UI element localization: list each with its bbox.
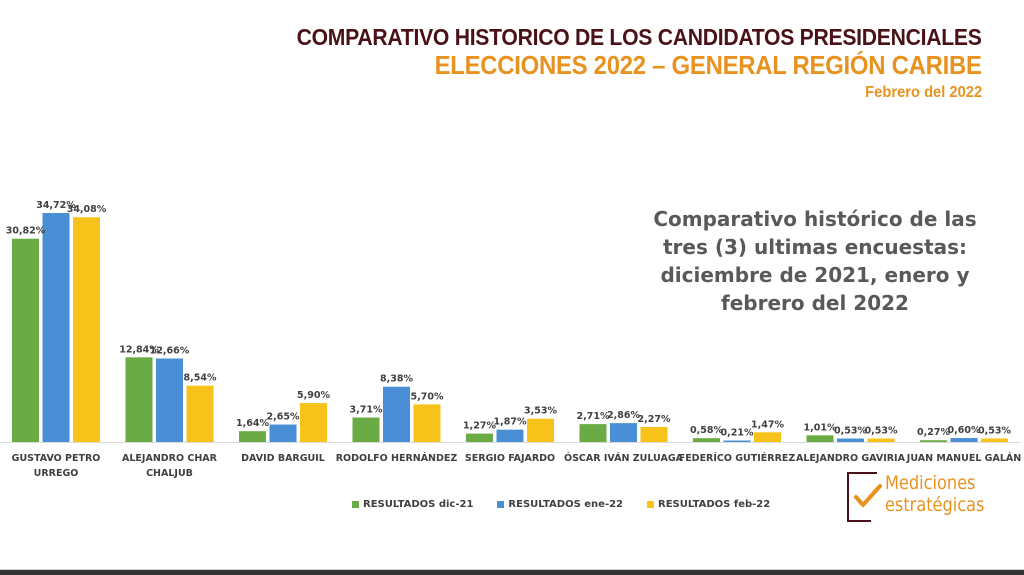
footer-bar [0, 569, 1024, 575]
data-label: 0,27% [917, 427, 950, 438]
bar-ene [723, 440, 751, 442]
bar-dic [920, 440, 947, 442]
data-label: 30,82% [6, 226, 46, 237]
legend-label: RESULTADOS dic-21 [363, 499, 474, 510]
data-label: 0,53% [865, 426, 898, 437]
data-label: 8,54% [184, 373, 217, 384]
x-axis-labels: GUSTAVO PETRO URREGO ALEJANDRO CHAR CHALJUB… [12, 452, 1022, 479]
bar-feb [300, 403, 327, 442]
x-tick-label: ÓSCAR IVÁN ZULUAGA [564, 452, 684, 464]
bar-ene [269, 424, 297, 442]
chart-date: Febrero del 2022 [865, 84, 982, 101]
note-line: tres (3) ultimas encuestas: [662, 235, 968, 259]
bar-ene [496, 429, 524, 442]
bar-ene [610, 423, 637, 442]
data-label: 2,27% [638, 414, 671, 425]
bar-ene [42, 213, 70, 442]
checkmark-icon [854, 484, 882, 507]
logo-line2: estratégicas [885, 494, 985, 516]
x-tick-label: URREGO [34, 468, 79, 479]
bar-feb [754, 432, 781, 442]
bar-chart: 30,82% 34,72%34,08% 12,84%12,66% 8,54% 1,64%… [0, 200, 1022, 479]
bar-feb [640, 427, 668, 442]
bar-ene [156, 358, 183, 442]
data-label: 1,01% [804, 422, 837, 433]
legend: RESULTADOS dic-21 RESULTADOS ene-22 RESU… [352, 499, 770, 510]
legend-swatch-ene [497, 501, 505, 508]
data-labels-layer: 30,82% 34,72%34,08% 12,84%12,66% 8,54% 1,64%… [6, 200, 1012, 439]
data-label: 12,66% [150, 345, 190, 356]
data-label: 3,53% [524, 406, 557, 417]
data-label: 2,71% [577, 411, 610, 422]
x-tick-label: DAVID BARGUIL [241, 453, 325, 464]
bar-ene [383, 386, 410, 442]
legend-item-dic: RESULTADOS dic-21 [352, 499, 473, 510]
data-label: 8,38% [380, 374, 413, 385]
logo-bracket-tip-icon [869, 472, 877, 474]
data-label: 3,71% [350, 405, 383, 416]
data-label: 2,86% [607, 410, 640, 421]
legend-swatch-feb [647, 501, 655, 508]
x-tick-label: CHALJUB [146, 468, 193, 479]
x-tick-label: FEDERÍCO GUTIÉRREZ [679, 452, 796, 464]
note-line: diciembre de 2021, enero y [660, 263, 970, 287]
x-tick-label: JUAN MANUEL GALÁN [906, 452, 1021, 464]
logo-bracket-icon [847, 472, 871, 522]
data-label: 1,64% [236, 418, 269, 429]
bar-feb [981, 438, 1008, 442]
annotation-note: Comparativo histórico de las tres (3) ul… [620, 205, 1010, 317]
legend-label: RESULTADOS feb-22 [658, 499, 771, 510]
data-label: 5,70% [411, 391, 444, 402]
data-label: 0,21% [721, 428, 754, 439]
data-label: 5,90% [297, 390, 330, 401]
chart-subtitle: ELECCIONES 2022 – GENERAL REGIÓN CARIBE [434, 50, 982, 80]
bar-dic [125, 357, 153, 442]
bar-feb [527, 418, 554, 442]
note-line: Comparativo histórico de las [653, 207, 977, 231]
data-label: 2,65% [267, 412, 300, 423]
data-label: 12,84% [119, 344, 159, 355]
bar-dic [466, 433, 493, 442]
legend-label: RESULTADOS ene-22 [508, 499, 624, 510]
bar-dic [352, 417, 380, 442]
bar-ene [950, 438, 978, 442]
data-label: 34,08% [67, 204, 107, 215]
x-tick-label: SERGIO FAJARDO [465, 453, 555, 464]
x-tick-label: ALEJANDRO GAVIRIA [796, 453, 906, 464]
logo-text: Mediciones estratégicas [885, 472, 984, 516]
data-label: 1,27% [463, 421, 496, 432]
bar-dic [693, 438, 720, 442]
legend-item-feb: RESULTADOS feb-22 [647, 499, 770, 510]
note-line: febrero del 2022 [721, 291, 909, 315]
data-label: 0,58% [690, 425, 723, 436]
data-label: 0,60% [948, 425, 981, 436]
bar-dic [239, 431, 266, 442]
x-tick-label: ALEJANDRO CHAR [122, 453, 218, 464]
bar-dic [579, 424, 607, 442]
x-tick-label: GUSTAVO PETRO [12, 453, 101, 464]
bar-feb [413, 404, 441, 442]
data-label: 0,53% [978, 426, 1011, 437]
data-label: 1,47% [751, 419, 784, 430]
data-label: 0,53% [834, 426, 867, 437]
x-tick-label: RODOLFO HERNÁNDEZ [336, 452, 458, 464]
chart-title: COMPARATIVO HISTORICO DE LOS CANDIDATOS … [296, 24, 982, 50]
bar-dic [12, 238, 39, 442]
legend-swatch-dic [352, 501, 359, 508]
bar-feb [186, 385, 214, 442]
data-label: 34,72% [36, 200, 76, 211]
data-label: 1,87% [494, 417, 527, 428]
bar-ene [837, 438, 864, 442]
logo-line1: Mediciones [885, 472, 976, 494]
mediciones-estrategicas-logo: Mediciones estratégicas [845, 470, 1010, 522]
bar-feb [73, 217, 100, 442]
bar-feb [867, 438, 895, 442]
bar-dic [806, 435, 834, 442]
bars-layer [12, 213, 1008, 442]
legend-item-ene: RESULTADOS ene-22 [497, 499, 623, 510]
